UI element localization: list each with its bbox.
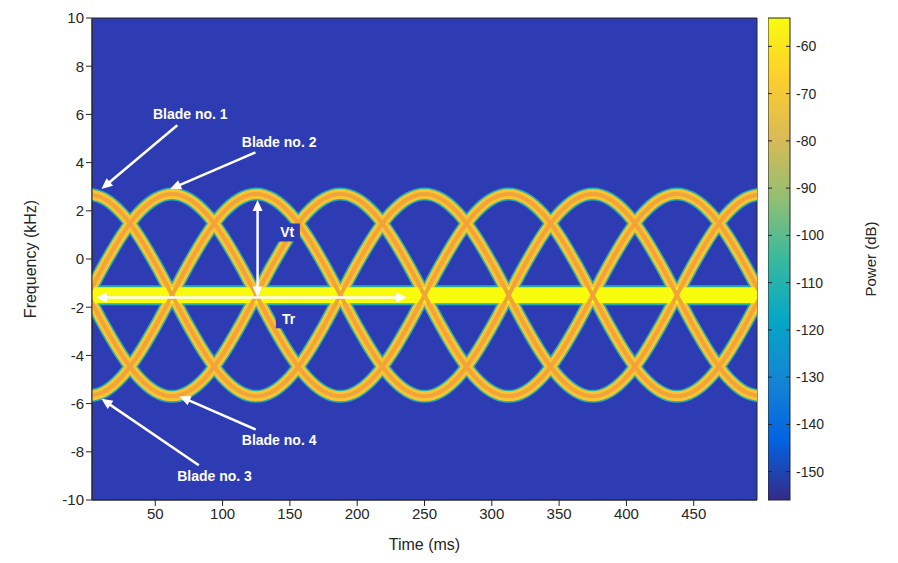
svg-text:6: 6 <box>76 106 84 123</box>
svg-text:Time (ms): Time (ms) <box>389 536 460 553</box>
svg-text:2: 2 <box>76 202 84 219</box>
svg-text:100: 100 <box>210 505 235 522</box>
svg-text:Blade no. 4: Blade no. 4 <box>242 432 317 448</box>
svg-text:0: 0 <box>76 250 84 267</box>
svg-text:-70: -70 <box>796 86 816 102</box>
svg-text:-90: -90 <box>796 180 816 196</box>
svg-text:-140: -140 <box>796 416 824 432</box>
svg-text:350: 350 <box>547 505 572 522</box>
svg-text:250: 250 <box>412 505 437 522</box>
svg-text:-110: -110 <box>796 275 823 291</box>
svg-text:300: 300 <box>479 505 504 522</box>
svg-text:50: 50 <box>147 505 164 522</box>
svg-text:10: 10 <box>67 9 84 26</box>
svg-text:Vt: Vt <box>280 224 294 240</box>
svg-text:150: 150 <box>277 505 302 522</box>
svg-text:-80: -80 <box>796 133 816 149</box>
svg-text:-100: -100 <box>796 227 824 243</box>
svg-text:Tr: Tr <box>282 311 296 327</box>
svg-text:Blade no. 3: Blade no. 3 <box>177 468 252 484</box>
svg-text:200: 200 <box>345 505 370 522</box>
svg-text:8: 8 <box>76 58 84 75</box>
svg-text:-4: -4 <box>71 347 84 364</box>
svg-text:Blade no. 1: Blade no. 1 <box>153 106 228 122</box>
svg-text:-120: -120 <box>796 322 824 338</box>
svg-text:4: 4 <box>76 154 84 171</box>
svg-text:-130: -130 <box>796 369 824 385</box>
svg-text:Frequency (kHz): Frequency (kHz) <box>22 200 39 318</box>
svg-text:400: 400 <box>614 505 639 522</box>
svg-text:-2: -2 <box>71 299 84 316</box>
svg-text:-8: -8 <box>71 443 84 460</box>
svg-text:450: 450 <box>681 505 706 522</box>
svg-text:-6: -6 <box>71 395 84 412</box>
svg-text:Power (dB): Power (dB) <box>862 221 879 296</box>
svg-text:-150: -150 <box>796 464 824 480</box>
svg-text:Blade no. 2: Blade no. 2 <box>242 134 317 150</box>
svg-text:-10: -10 <box>62 491 84 508</box>
svg-text:-60: -60 <box>796 38 816 54</box>
